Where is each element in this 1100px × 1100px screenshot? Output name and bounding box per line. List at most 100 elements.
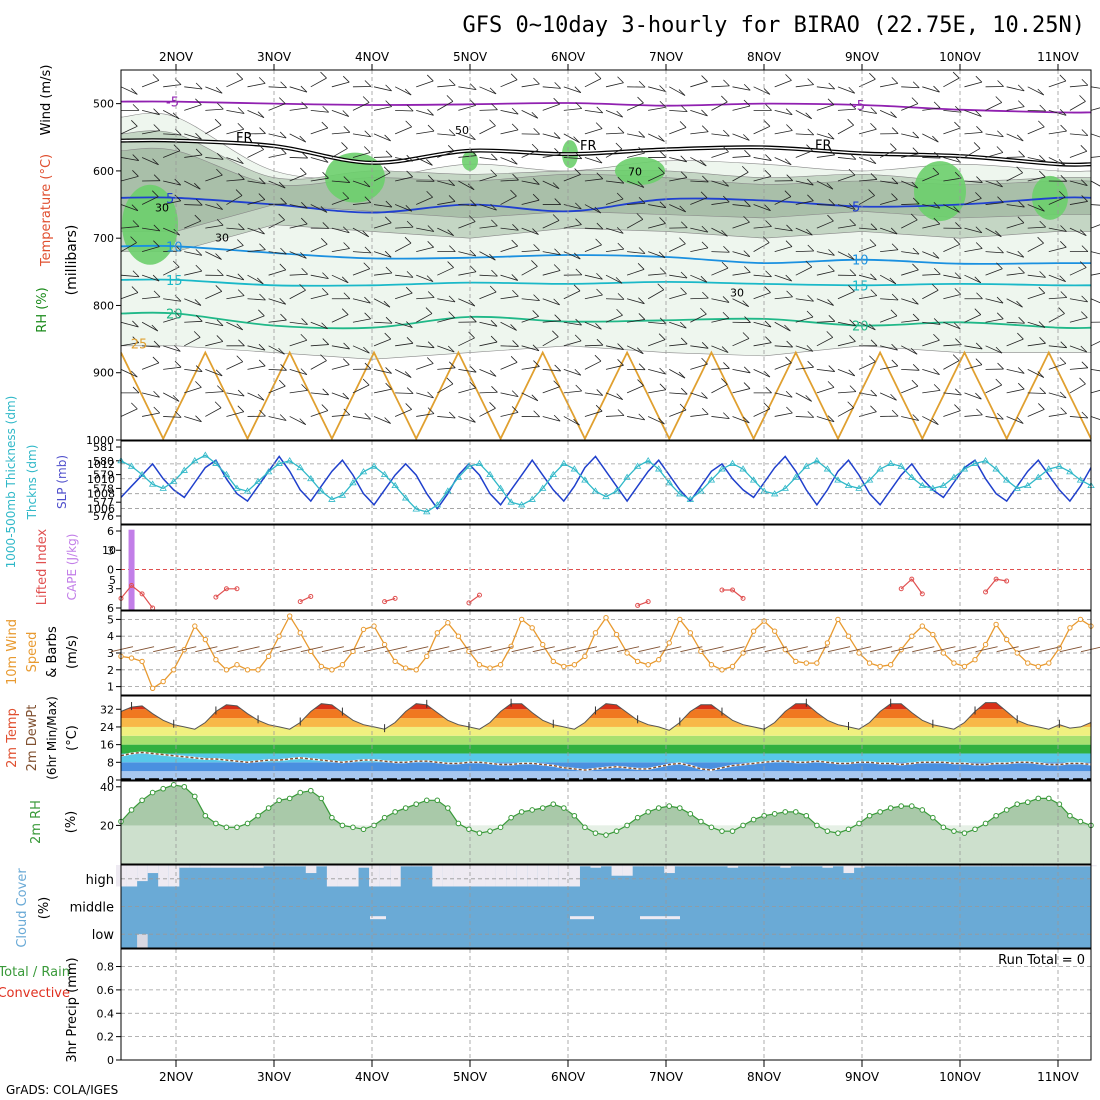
rh-marker — [1014, 801, 1020, 807]
thickness-marker — [359, 468, 368, 475]
wind-barb — [880, 199, 898, 205]
li-marker — [150, 605, 156, 611]
thickness-marker — [486, 470, 494, 477]
wind-barb — [479, 157, 498, 161]
wind-speed-marker — [550, 658, 556, 665]
thickness-marker — [475, 459, 484, 466]
wind-barb — [163, 180, 181, 186]
thickness-marker — [370, 462, 378, 469]
rh-marker — [550, 801, 557, 807]
wind-speed-marker — [476, 662, 483, 668]
wind-barb-flag — [974, 308, 982, 315]
wind-barb-flag — [680, 155, 688, 163]
date-label-top: 11NOV — [1037, 50, 1079, 64]
wind-barb — [627, 251, 646, 254]
wind-speed-marker — [202, 636, 209, 643]
wind-barb — [500, 345, 519, 347]
wind-barb — [922, 368, 940, 376]
wind-barb-flag — [658, 417, 665, 425]
wind-barb — [795, 150, 813, 158]
wind-barb-flag — [912, 147, 920, 154]
wind-barb — [605, 109, 623, 118]
wind-barb — [964, 274, 981, 284]
wind-barb — [837, 86, 855, 94]
wind-barb-flag — [1039, 154, 1046, 162]
wind-barb-flag — [616, 393, 623, 400]
wind-barb-flag — [933, 318, 941, 325]
thickness-tick-label: 581 — [93, 441, 114, 454]
cloud-gap-high — [685, 865, 696, 867]
wind-barb — [310, 204, 328, 213]
rh-marker — [128, 807, 135, 813]
wind-barb — [310, 392, 329, 396]
wind-barb-flag — [574, 368, 582, 376]
wind-barb — [1027, 369, 1044, 378]
wind-barb — [120, 204, 139, 212]
temp-color-band — [121, 726, 1091, 736]
wind-barb-flag — [151, 190, 159, 197]
wind-barb-flag — [975, 75, 983, 83]
cloud-gap-high — [474, 865, 486, 887]
wind-speed-marker — [265, 653, 272, 660]
wind-barb — [816, 416, 835, 423]
wind-barb-flag — [849, 153, 857, 160]
cloud-row-label: middle — [70, 901, 114, 916]
slp-tick-label: 1008 — [87, 488, 115, 501]
wind-barb — [352, 152, 371, 158]
thickness-marker — [802, 462, 811, 469]
wind-barb — [879, 109, 897, 119]
wind-barb-flag — [952, 354, 960, 361]
wind-speed-marker — [360, 626, 367, 633]
li-marker — [234, 586, 240, 592]
wind-barb-flag — [743, 382, 751, 389]
wind-barb — [985, 384, 1002, 394]
wind-barb — [880, 82, 898, 88]
wind-barb-flag — [322, 171, 329, 179]
cloud-gap-high — [970, 865, 981, 867]
pressure-tick-label: 700 — [93, 232, 114, 245]
wind-barb-flag — [152, 274, 160, 282]
isotherm-label: 20 — [166, 308, 183, 323]
wind-barb — [985, 318, 1004, 323]
wind-barb-flag — [805, 112, 812, 120]
isotherm--5 — [120, 100, 1092, 114]
wind-barb-flag — [511, 390, 519, 397]
wind-barb — [816, 251, 835, 256]
wind-barb-flag — [637, 263, 645, 270]
rh-marker — [402, 805, 409, 811]
wind-barb — [352, 227, 369, 238]
wind-barb — [120, 157, 139, 161]
cloud-gap-high — [558, 865, 570, 887]
wind-speed-marker — [128, 655, 135, 661]
wind-barb-flag — [173, 228, 181, 236]
wind-barb — [120, 342, 139, 347]
wind-barb-flag — [573, 136, 580, 143]
thickness-marker — [1034, 473, 1042, 480]
wind-barb-flag — [638, 80, 646, 88]
li-marker — [730, 587, 736, 593]
wind-barb — [373, 298, 391, 308]
wind-barb-flag — [448, 78, 456, 86]
wind-barb-flag — [784, 158, 792, 166]
wind-barb — [226, 245, 244, 253]
thickness-marker — [633, 462, 642, 469]
wind-barb-flag — [723, 129, 730, 137]
wind-barb — [1006, 272, 1025, 276]
wind-barb — [985, 227, 1002, 238]
wind-barb-flag — [701, 407, 709, 415]
precip-tick-label: 0.2 — [97, 1031, 115, 1044]
wind-barb-flag — [849, 102, 857, 110]
wind-barb — [416, 227, 434, 232]
wind-barb — [922, 289, 939, 300]
wind-barb-flag — [1037, 236, 1044, 244]
wind-barb — [1006, 86, 1025, 92]
wind-barb-flag — [364, 412, 372, 420]
wind-barb-flag — [343, 292, 351, 300]
rh-lower-wash — [121, 825, 1091, 864]
surface-wind-barb — [806, 646, 829, 653]
wind-barb-flag — [764, 170, 772, 177]
cloud-gap-high — [442, 865, 454, 887]
wind-barb-flag — [404, 236, 412, 244]
wind-barb — [1027, 176, 1046, 182]
cloud-gap-high — [263, 865, 275, 867]
